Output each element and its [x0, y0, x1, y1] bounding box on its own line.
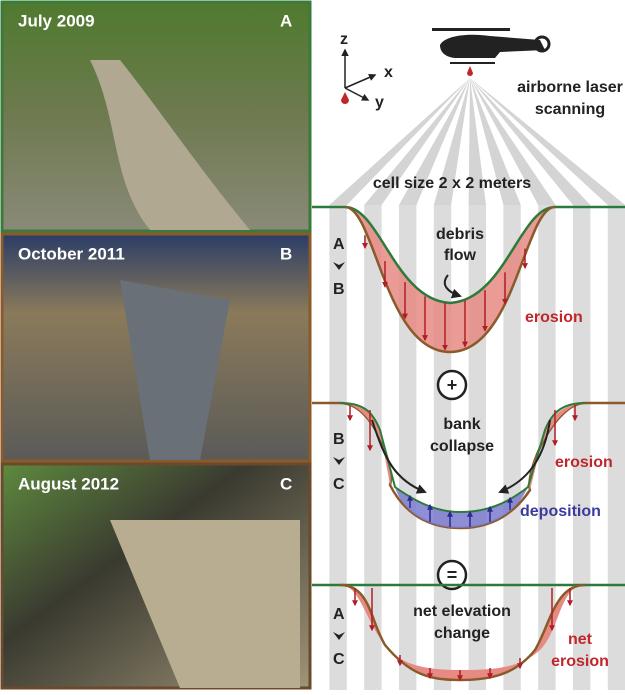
axis-label: y [375, 94, 384, 111]
state-to: C [333, 651, 345, 668]
effect-label: net [568, 631, 593, 648]
photo-date: August 2012 [18, 474, 119, 493]
scanning-label: scanning [535, 101, 605, 118]
process-label: collapse [430, 438, 494, 455]
operator-circle [436, 559, 468, 591]
operator: = [447, 565, 458, 585]
deposition-area [395, 487, 528, 528]
transition-arrow [333, 457, 345, 465]
new-surface [339, 402, 586, 514]
photo-label: A [280, 11, 292, 30]
laser-beam [329, 78, 470, 205]
cell-stripe [503, 205, 521, 690]
initial-surface [312, 205, 625, 305]
process-label: debris [436, 226, 484, 243]
helicopter [432, 28, 551, 64]
laser-beam [364, 78, 470, 205]
process-label: bank [443, 416, 480, 433]
operator: + [447, 375, 458, 395]
transition-arrow [333, 262, 345, 270]
channel [120, 280, 230, 460]
laser-beam [470, 78, 556, 205]
scanning-label: airborne laser [517, 79, 623, 96]
cell-stripe [538, 205, 556, 690]
transition-arrow [333, 632, 345, 640]
pointer [443, 274, 462, 299]
photo-date: October 2011 [18, 244, 125, 263]
laser-beam [470, 78, 591, 205]
photo-label: C [280, 474, 292, 493]
operator-circle [436, 369, 468, 401]
state-from: A [333, 236, 345, 253]
erosion-arrows [362, 235, 528, 351]
laser-beam [470, 78, 521, 205]
effect-label: deposition [520, 503, 601, 520]
axes-icon [341, 48, 377, 101]
effect-label: erosion [525, 309, 583, 326]
state-to: C [333, 476, 345, 493]
axis-label: z [340, 31, 348, 48]
state-from: A [333, 606, 345, 623]
process-label: change [434, 625, 490, 642]
erosion-area [345, 207, 555, 352]
photo-date: July 2009 [18, 11, 95, 30]
marker [341, 92, 349, 104]
process-label: flow [444, 247, 477, 264]
eroded-surface [344, 205, 556, 354]
process-label: net elevation [413, 603, 511, 620]
effect-label: erosion [551, 653, 609, 670]
state-to: B [333, 281, 345, 298]
laser-beam [433, 78, 470, 205]
photo-label: B [280, 244, 292, 263]
laser-beam [399, 78, 470, 205]
erosion-arrows [347, 405, 578, 452]
pointer [498, 419, 551, 494]
channel [110, 520, 300, 688]
erosion-arrows [352, 588, 573, 682]
laser-beam [468, 78, 486, 205]
state-from: B [333, 431, 345, 448]
laser-beam [470, 78, 625, 205]
cell-stripe [607, 205, 625, 690]
pointer [371, 419, 427, 494]
effect-label: erosion [555, 454, 613, 471]
cell-stripe [329, 205, 347, 690]
laser-beams [329, 78, 625, 205]
deposition-arrows [407, 494, 513, 527]
laser-source [467, 66, 473, 76]
cell-size: cell size 2 x 2 meters [373, 175, 531, 192]
axis-label: x [384, 64, 393, 81]
cell-stripe [573, 205, 591, 690]
channel [90, 60, 250, 230]
